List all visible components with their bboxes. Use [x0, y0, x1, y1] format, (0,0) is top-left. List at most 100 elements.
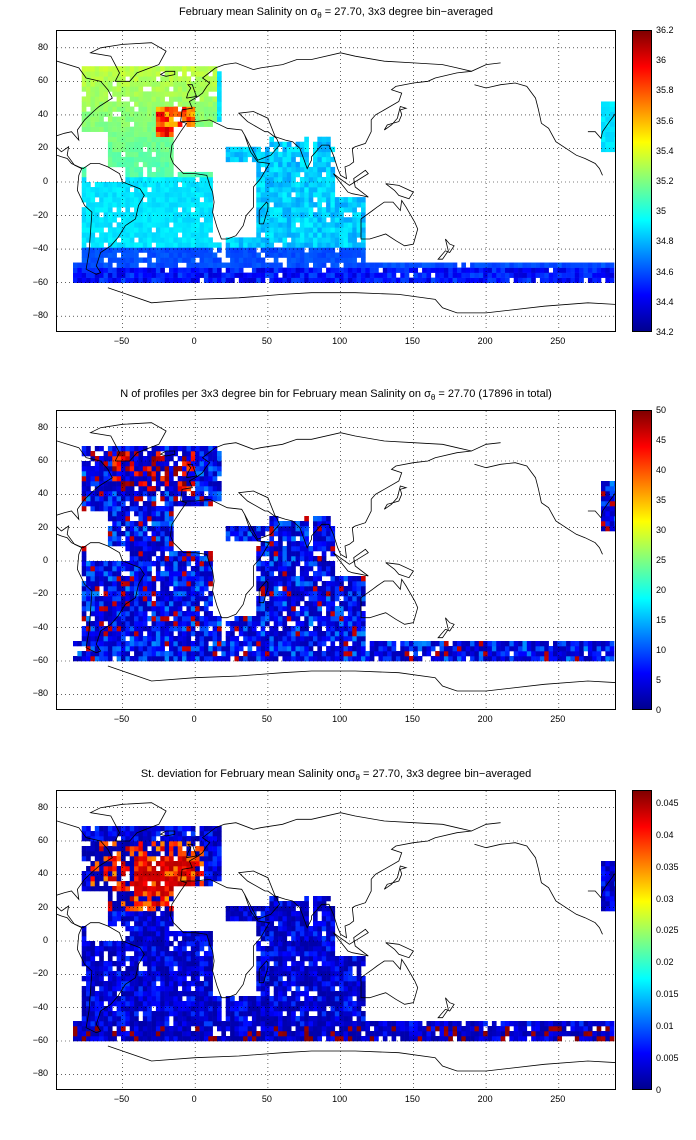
bin-cell	[273, 1016, 279, 1022]
salinity-colorbar	[632, 30, 652, 332]
bin-cell	[151, 646, 157, 652]
bin-cell	[496, 1036, 501, 1042]
bin-cell	[208, 651, 213, 657]
bin-cell	[164, 641, 170, 647]
bin-cell	[282, 531, 288, 537]
bin-cell	[347, 631, 353, 637]
bin-cell	[138, 996, 144, 1002]
bin-cell	[142, 76, 148, 82]
bin-cell	[395, 267, 401, 273]
bin-cell	[295, 171, 301, 178]
bin-cell	[186, 641, 192, 647]
bin-cell	[125, 207, 131, 213]
bin-cell	[295, 232, 301, 238]
bin-cell	[160, 227, 165, 233]
bin-cell	[247, 1031, 253, 1037]
bin-cell	[317, 546, 323, 552]
bin-cell	[182, 461, 187, 467]
bin-cell	[339, 272, 344, 278]
bin-cell	[142, 551, 148, 557]
bin-cell	[121, 581, 126, 587]
bin-cell	[518, 641, 523, 647]
bin-cell	[347, 257, 353, 263]
bin-cell	[195, 237, 200, 243]
bin-cell	[273, 277, 279, 283]
bin-cell	[334, 262, 340, 268]
bin-cell	[295, 182, 301, 188]
bin-cell	[94, 242, 100, 248]
bin-cell	[308, 232, 314, 238]
bin-cell	[125, 156, 131, 163]
bin-cell	[326, 247, 331, 253]
bin-cell	[243, 1006, 248, 1012]
bin-cell	[574, 656, 580, 662]
bin-cell	[326, 596, 331, 602]
bin-cell	[330, 991, 336, 997]
bin-cell	[609, 272, 615, 278]
bin-cell	[99, 491, 104, 497]
bin-cell	[378, 656, 384, 662]
bin-cell	[260, 586, 266, 592]
bin-cell	[212, 651, 218, 657]
bin-cell	[164, 116, 170, 122]
bin-cell	[103, 636, 109, 642]
bin-cell	[160, 591, 165, 597]
bin-cell	[526, 651, 532, 657]
bin-cell	[269, 1026, 275, 1032]
bin-cell	[177, 466, 183, 472]
bin-cell	[77, 272, 83, 278]
bin-cell	[212, 252, 218, 258]
bin-cell	[295, 151, 301, 158]
bin-cell	[347, 596, 353, 602]
bin-cell	[361, 227, 366, 233]
bin-cell	[164, 566, 170, 572]
bin-cell	[256, 656, 261, 662]
bin-cell	[107, 491, 113, 497]
bin-cell	[173, 576, 179, 582]
bin-cell	[304, 257, 309, 263]
bin-cell	[103, 466, 109, 472]
bin-cell	[518, 646, 523, 652]
bin-cell	[134, 631, 139, 637]
bin-cell	[282, 212, 288, 218]
bin-cell	[505, 646, 510, 652]
bin-cell	[186, 996, 192, 1002]
bin-cell	[286, 541, 292, 547]
bin-cell	[177, 277, 183, 283]
bin-cell	[203, 991, 209, 997]
bin-cell	[387, 1031, 392, 1037]
bin-cell	[116, 466, 122, 472]
bin-cell	[378, 1031, 384, 1037]
bin-cell	[186, 586, 192, 592]
bin-cell	[304, 1006, 309, 1012]
bin-cell	[321, 591, 327, 597]
bin-cell	[278, 1031, 283, 1037]
bin-cell	[539, 1026, 545, 1032]
bin-cell	[409, 1026, 414, 1032]
bin-cell	[339, 197, 344, 203]
bin-cell	[505, 1026, 510, 1032]
bin-cell	[155, 277, 161, 283]
bin-cell	[99, 566, 104, 572]
coastline	[333, 548, 369, 577]
bin-cell	[356, 227, 362, 233]
bin-cell	[230, 626, 235, 632]
bin-cell	[129, 601, 135, 607]
bin-cell	[282, 576, 288, 582]
bin-cell	[326, 561, 331, 567]
bin-cell	[90, 491, 96, 497]
bin-cell	[199, 116, 205, 122]
bin-cell	[295, 146, 301, 153]
bin-cell	[265, 606, 270, 612]
bin-cell	[208, 192, 213, 198]
bin-cell	[395, 262, 401, 268]
bin-cell	[330, 1016, 336, 1022]
bin-cell	[203, 1011, 209, 1017]
bin-cell	[339, 1031, 344, 1037]
bin-cell	[212, 631, 218, 637]
bin-cell	[155, 466, 161, 472]
bin-cell	[208, 646, 213, 652]
bin-cell	[326, 1031, 331, 1037]
bin-cell	[601, 136, 606, 143]
bin-cell	[212, 101, 218, 107]
